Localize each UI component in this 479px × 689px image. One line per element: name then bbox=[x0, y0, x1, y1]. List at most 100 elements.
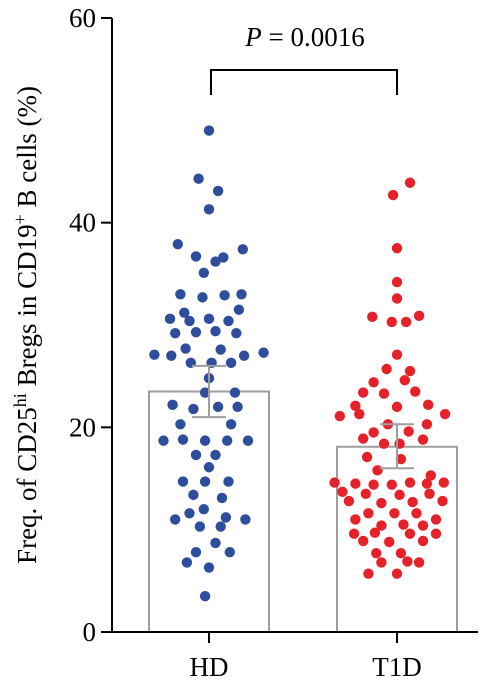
data-point-hd bbox=[231, 327, 242, 339]
data-point-t1d bbox=[369, 527, 381, 538]
data-point-t1d bbox=[350, 478, 361, 489]
significance-annotation: P = 0.0016 bbox=[210, 22, 398, 95]
x-tick-label-t1d: T1D bbox=[372, 652, 422, 682]
data-point-t1d bbox=[381, 363, 392, 375]
data-point-hd bbox=[222, 435, 233, 446]
data-point-hd bbox=[190, 546, 202, 558]
data-point-t1d bbox=[421, 478, 433, 489]
y-tick-label: 40 bbox=[69, 208, 96, 238]
data-point-t1d bbox=[391, 401, 403, 413]
data-point-hd bbox=[229, 387, 241, 398]
data-point-hd bbox=[212, 401, 224, 413]
data-point-hd bbox=[203, 125, 215, 136]
data-point-hd bbox=[170, 327, 181, 339]
y-axis-label-prefix: Freq. of CD25 bbox=[12, 407, 42, 564]
data-point-t1d bbox=[403, 426, 414, 437]
data-point-t1d bbox=[350, 400, 361, 412]
data-point-t1d bbox=[389, 508, 400, 519]
data-point-t1d bbox=[438, 477, 449, 488]
data-point-hd bbox=[170, 514, 181, 525]
y-axis-label-sup2: + bbox=[10, 214, 30, 224]
data-point-t1d bbox=[343, 495, 355, 507]
data-point-hd bbox=[199, 590, 211, 602]
data-point-hd bbox=[210, 325, 221, 337]
data-point-hd bbox=[158, 435, 169, 446]
data-point-t1d bbox=[391, 243, 403, 254]
data-point-hd bbox=[190, 449, 202, 461]
data-point-hd bbox=[210, 449, 221, 461]
y-tick-label: 20 bbox=[69, 412, 96, 442]
data-point-hd bbox=[177, 476, 189, 487]
x-tick-label-hd: HD bbox=[190, 652, 229, 682]
data-point-hd bbox=[210, 537, 221, 549]
data-point-t1d bbox=[417, 434, 429, 445]
data-point-t1d bbox=[404, 477, 416, 488]
data-point-t1d bbox=[386, 316, 397, 328]
data-point-t1d bbox=[398, 519, 409, 530]
data-point-hd bbox=[190, 326, 202, 338]
data-point-t1d bbox=[395, 453, 407, 465]
data-point-t1d bbox=[371, 548, 382, 559]
data-point-t1d bbox=[404, 528, 416, 539]
data-point-t1d bbox=[421, 419, 433, 430]
data-point-hd bbox=[258, 347, 269, 358]
data-point-hd bbox=[184, 315, 195, 327]
data-point-t1d bbox=[376, 497, 387, 509]
data-point-hd bbox=[216, 492, 228, 504]
data-point-t1d bbox=[400, 316, 412, 328]
p-value-symbol: P bbox=[244, 22, 262, 52]
data-point-t1d bbox=[358, 387, 369, 398]
data-point-hd bbox=[212, 185, 224, 197]
data-point-hd bbox=[242, 435, 254, 446]
data-point-hd bbox=[203, 562, 215, 573]
data-point-hd bbox=[184, 508, 195, 519]
data-point-hd bbox=[233, 304, 245, 315]
data-point-hd bbox=[181, 557, 193, 568]
data-point-hd bbox=[225, 419, 237, 430]
data-point-t1d bbox=[329, 477, 340, 488]
data-point-t1d bbox=[387, 189, 399, 201]
data-point-t1d bbox=[402, 556, 413, 567]
data-point-t1d bbox=[423, 399, 434, 411]
data-point-t1d bbox=[386, 479, 397, 490]
data-point-t1d bbox=[430, 528, 442, 539]
data-point-t1d bbox=[399, 375, 410, 386]
data-point-hd bbox=[166, 350, 177, 361]
p-value-text: = 0.0016 bbox=[262, 22, 365, 52]
data-point-hd bbox=[190, 251, 202, 262]
data-point-hd bbox=[164, 313, 176, 325]
data-point-t1d bbox=[439, 408, 451, 420]
y-tick-label: 60 bbox=[69, 3, 96, 33]
data-point-t1d bbox=[378, 438, 390, 449]
data-point-hd bbox=[194, 521, 206, 532]
data-point-hd bbox=[188, 489, 199, 501]
data-point-hd bbox=[149, 349, 160, 360]
data-point-hd bbox=[215, 521, 226, 532]
data-point-t1d bbox=[391, 276, 403, 288]
data-point-t1d bbox=[417, 520, 429, 531]
data-point-hd bbox=[218, 252, 229, 263]
p-value-label: P = 0.0016 bbox=[244, 22, 364, 52]
data-point-t1d bbox=[358, 535, 369, 547]
data-point-t1d bbox=[367, 311, 378, 323]
data-point-t1d bbox=[372, 465, 383, 476]
significance-bracket bbox=[210, 69, 398, 95]
data-point-t1d bbox=[413, 310, 425, 321]
y-axis-label-suffix: B cells (%) bbox=[12, 86, 42, 214]
error-bars-layer bbox=[192, 364, 414, 470]
data-point-hd bbox=[188, 403, 199, 415]
data-point-t1d bbox=[358, 433, 369, 444]
data-point-t1d bbox=[410, 386, 421, 397]
data-point-hd bbox=[167, 399, 178, 411]
data-point-t1d bbox=[368, 377, 379, 388]
bar-t1d bbox=[336, 445, 458, 633]
data-point-hd bbox=[215, 344, 226, 355]
data-point-t1d bbox=[394, 489, 405, 501]
data-point-hd bbox=[219, 290, 230, 301]
data-point-t1d bbox=[404, 365, 416, 377]
data-point-t1d bbox=[417, 535, 429, 547]
y-axis-label-middle: Bregs in CD19 bbox=[12, 224, 42, 393]
data-point-hd bbox=[175, 289, 186, 300]
data-point-hd bbox=[232, 401, 243, 413]
